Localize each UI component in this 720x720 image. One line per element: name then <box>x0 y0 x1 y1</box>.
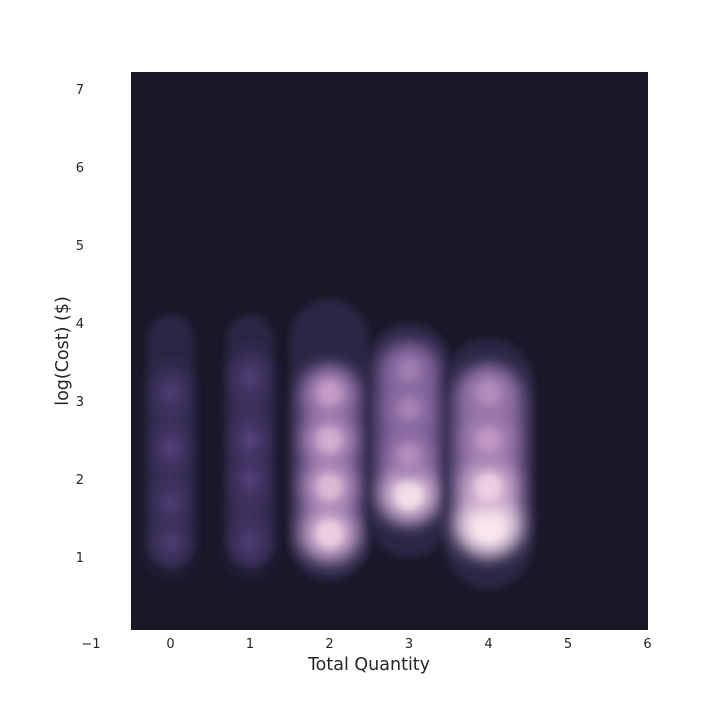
density-peak-core <box>243 369 257 386</box>
density-column <box>368 323 450 557</box>
density-peak-core <box>243 470 257 488</box>
x-tick-label: 6 <box>643 637 651 652</box>
x-axis-ticks: −1 0 1 2 3 4 5 6 <box>81 637 651 652</box>
density-peak-core <box>163 385 178 402</box>
density-peak-core <box>397 443 421 468</box>
y-tick-label: 7 <box>76 83 84 98</box>
density-peak-core <box>476 427 501 453</box>
x-tick-label: 5 <box>564 637 572 652</box>
density-peak-core <box>398 397 420 421</box>
density-column <box>290 299 369 581</box>
x-tick-label: 1 <box>246 637 254 652</box>
x-tick-label: 0 <box>166 637 174 652</box>
density-peak-core <box>472 509 505 543</box>
density-peak-core <box>317 380 342 406</box>
density-peak-core <box>394 479 424 510</box>
x-axis-label: Total Quantity <box>307 655 430 675</box>
y-tick-label: 6 <box>76 161 84 176</box>
x-tick-label: 2 <box>325 637 333 652</box>
density-peak-core <box>315 519 344 549</box>
y-tick-label: 5 <box>76 239 84 254</box>
density-peak-core <box>163 533 178 550</box>
density-peak-core <box>317 426 342 454</box>
density-column <box>444 338 533 589</box>
density-peak-core <box>474 472 503 502</box>
density-peak-core <box>163 439 178 457</box>
y-tick-label: 2 <box>76 473 84 488</box>
density-peak-core <box>242 431 258 449</box>
y-tick-label: 4 <box>76 317 84 332</box>
y-axis-label: log(Cost) ($) <box>53 296 73 406</box>
density-peak-core <box>243 533 257 550</box>
density-body <box>232 350 268 569</box>
density-column <box>227 315 273 569</box>
y-tick-label: 1 <box>76 551 84 566</box>
density-peak-core <box>163 494 178 511</box>
y-tick-label: 3 <box>76 395 84 410</box>
x-tick-label: −1 <box>81 637 100 652</box>
y-axis-ticks: 1 2 3 4 5 6 7 <box>76 83 84 566</box>
density-layer <box>147 299 533 589</box>
x-tick-label: 3 <box>405 637 413 652</box>
x-tick-label: 4 <box>484 637 492 652</box>
density-peak-core <box>316 473 343 501</box>
density-column <box>147 315 194 569</box>
density-peak-core <box>398 358 420 382</box>
density-peak-core <box>477 381 500 406</box>
density-body <box>152 365 189 569</box>
